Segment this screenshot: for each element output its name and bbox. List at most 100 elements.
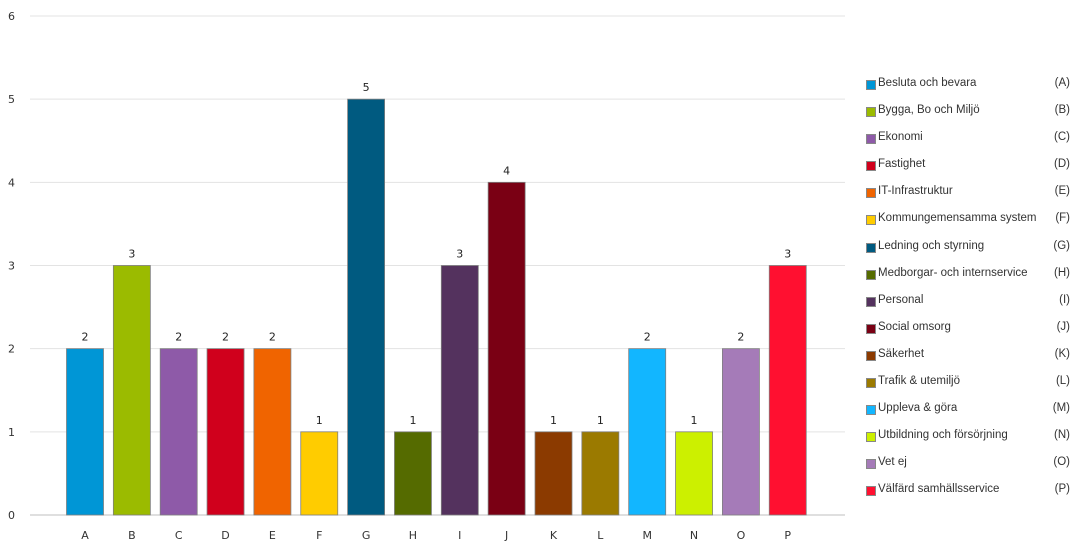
legend-label: Vet ej: [878, 456, 907, 469]
x-tick-label-L: L: [597, 529, 604, 542]
legend-swatch: [866, 486, 876, 497]
legend-swatch: [866, 432, 876, 443]
legend-code: (M): [1052, 402, 1070, 415]
bars: [66, 98, 807, 516]
y-tick-label: 5: [8, 93, 15, 106]
legend-code: (P): [1054, 483, 1070, 496]
x-tick-label-J: J: [504, 529, 508, 542]
bar-I: [440, 265, 479, 516]
legend-code: (N): [1054, 429, 1070, 442]
x-tick-label-G: G: [362, 529, 371, 542]
legend-code: (E): [1054, 185, 1070, 198]
legend-code: (O): [1053, 456, 1070, 469]
data-label-N: 1: [691, 414, 698, 427]
legend-swatch: [866, 459, 876, 470]
legend-swatch: [866, 215, 876, 226]
legend-swatch: [866, 296, 876, 307]
legend-code: (D): [1054, 158, 1070, 171]
data-label-B: 3: [128, 248, 135, 261]
legend-item-O: Vet ej (O): [866, 455, 1076, 482]
data-label-I: 3: [456, 248, 463, 261]
data-label-G: 5: [363, 81, 370, 94]
y-tick-label: 2: [8, 343, 15, 356]
legend-code: (F): [1055, 212, 1070, 225]
legend-label: Välfärd samhällsservice: [878, 483, 1000, 496]
x-tick-label-N: N: [690, 529, 698, 542]
legend-swatch: [866, 242, 876, 253]
bar-A: [66, 348, 104, 516]
legend-label: Säkerhet: [878, 347, 925, 360]
x-tick-label-K: K: [550, 529, 558, 542]
y-tick-label: 1: [8, 426, 15, 439]
y-tick-label: 6: [8, 10, 15, 23]
legend-label: Utbildning och försörjning: [878, 429, 1008, 442]
bar-chart: 0 1 2 3 4 5 6 2 3 2 2 2 1 5 1 3 4 1 1 2 1 2 3 A B C D E F G H I J K L M N O…: [8, 10, 845, 542]
legend-code: (B): [1054, 104, 1070, 117]
data-label-M: 2: [644, 331, 651, 344]
data-label-O: 2: [737, 331, 744, 344]
y-tick-label: 0: [8, 509, 15, 522]
legend-label: Social omsorg: [878, 320, 951, 333]
data-label-K: 1: [550, 414, 557, 427]
bar-C: [159, 348, 198, 516]
legend-label: Kommungemensamma system: [878, 212, 1037, 225]
x-tick-label-F: F: [316, 529, 322, 542]
legend-item-F: Kommungemensamma system (F): [866, 211, 1076, 238]
bar-F: [300, 431, 339, 516]
legend-swatch: [866, 378, 876, 389]
legend-item-C: Ekonomi (C): [866, 130, 1076, 157]
legend-label: Fastighet: [878, 158, 926, 171]
legend-label: Uppleva & göra: [878, 402, 958, 415]
bar-D: [206, 348, 245, 516]
x-tick-label-D: D: [221, 529, 229, 542]
legend: Besluta och bevara (A) Bygga, Bo och Miljö…: [866, 76, 1076, 510]
y-tick-label: 4: [8, 176, 15, 189]
bar-J: [487, 181, 526, 516]
legend-item-D: Fastighet (D): [866, 157, 1076, 184]
legend-code: (J): [1056, 320, 1070, 333]
legend-swatch: [866, 269, 876, 280]
legend-item-B: Bygga, Bo och Miljö (B): [866, 103, 1076, 130]
data-label-F: 1: [316, 414, 323, 427]
legend-swatch: [866, 405, 876, 416]
data-label-J: 4: [503, 164, 510, 177]
x-tick-label-E: E: [269, 529, 276, 542]
x-tick-label-M: M: [642, 529, 652, 542]
legend-item-G: Ledning och styrning (G): [866, 239, 1076, 266]
legend-label: Trafik & utemiljö: [878, 375, 961, 388]
legend-swatch: [866, 80, 876, 90]
x-tick-label-C: C: [175, 529, 183, 542]
bar-E: [253, 348, 292, 516]
bar-B: [112, 265, 151, 516]
bar-M: [628, 348, 667, 516]
x-axis: A B C D E F G H I J K L M N O P: [81, 529, 791, 542]
legend-swatch: [866, 161, 876, 172]
x-tick-label-B: B: [128, 529, 136, 542]
legend-code: (C): [1054, 131, 1070, 144]
legend-swatch: [866, 350, 876, 361]
data-labels: 2 3 2 2 2 1 5 1 3 4 1 1 2 1 2 3: [82, 81, 792, 427]
legend-swatch: [866, 134, 876, 145]
x-tick-label-P: P: [784, 529, 791, 542]
legend-code: (L): [1055, 375, 1070, 388]
legend-code: (I): [1059, 293, 1070, 306]
x-tick-label-I: I: [458, 529, 461, 542]
legend-item-M: Uppleva & göra (M): [866, 401, 1076, 428]
bar-P: [768, 265, 807, 516]
bar-K: [534, 431, 573, 516]
bar-L: [581, 431, 620, 516]
legend-item-I: Personal (I): [866, 293, 1076, 320]
data-label-C: 2: [175, 331, 182, 344]
data-label-L: 1: [597, 414, 604, 427]
legend-swatch: [866, 323, 876, 334]
legend-label: Besluta och bevara: [878, 77, 977, 89]
bar-H: [394, 431, 432, 516]
x-tick-label-A: A: [81, 529, 89, 542]
data-label-H: 1: [409, 414, 416, 427]
bar-G: [347, 98, 386, 516]
y-tick-label: 3: [8, 260, 15, 273]
legend-swatch: [866, 107, 876, 118]
legend-item-A: Besluta och bevara (A): [866, 76, 1076, 103]
legend-label: Ledning och styrning: [878, 239, 985, 252]
y-axis: 0 1 2 3 4 5 6: [8, 10, 15, 522]
